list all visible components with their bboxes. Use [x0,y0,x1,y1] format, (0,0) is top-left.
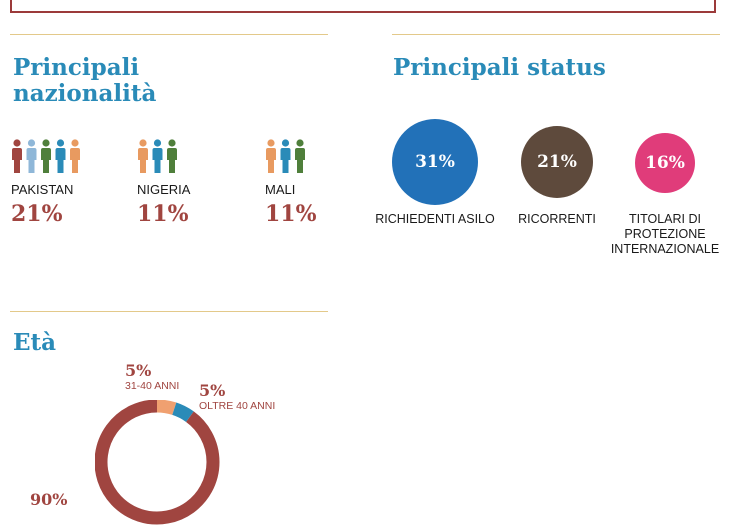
age-over-40-label: OLTRE 40 ANNI [199,400,276,412]
person-icon [55,139,66,173]
nationalities-heading: Principali nazionalità [13,54,157,107]
country-label: PAKISTAN [11,182,74,197]
country-percentage: 11% [137,201,189,227]
status-circle-asylum-seekers: 31% [392,119,478,205]
person-icon [26,139,37,173]
status-circle-protection-holders: 16% [635,133,695,193]
people-group-icon [138,139,177,173]
divider-age [10,311,328,312]
country-percentage: 21% [11,201,63,227]
person-icon [12,139,22,173]
status-heading: Principali status [393,54,606,81]
age-31-40-percentage: 5% [125,361,152,380]
person-icon [167,139,177,173]
person-icon [41,139,51,173]
age-heading: Età [13,329,57,356]
person-icon [266,139,276,173]
person-icon [280,139,291,173]
country-percentage: 11% [265,201,317,227]
person-icon [152,139,163,173]
status-label-protection-holders: TITOLARI DI PROTEZIONE INTERNAZIONALE [610,212,720,256]
donut-slice-1 [172,402,194,423]
people-group-icon [12,139,80,173]
people-group-icon [266,139,305,173]
donut-slice-0 [156,400,177,415]
divider-status [392,34,720,35]
age-31-40-label: 31-40 ANNI [125,380,180,392]
status-circle-appellants: 21% [521,126,593,198]
divider-nationalities [10,34,328,35]
person-icon [138,139,148,173]
person-icon [295,139,305,173]
status-label-appellants: RICORRENTI [518,212,596,226]
person-icon [70,139,80,173]
age-over-40-percentage: 5% [199,381,226,400]
donut-slice-2 [95,400,220,525]
status-label-asylum-seekers: RICHIEDENTI ASILO [375,212,495,226]
country-label: MALI [265,182,296,197]
age-donut-chart [95,400,220,525]
country-label: NIGERIA [137,182,191,197]
top-banner-box [10,0,716,13]
